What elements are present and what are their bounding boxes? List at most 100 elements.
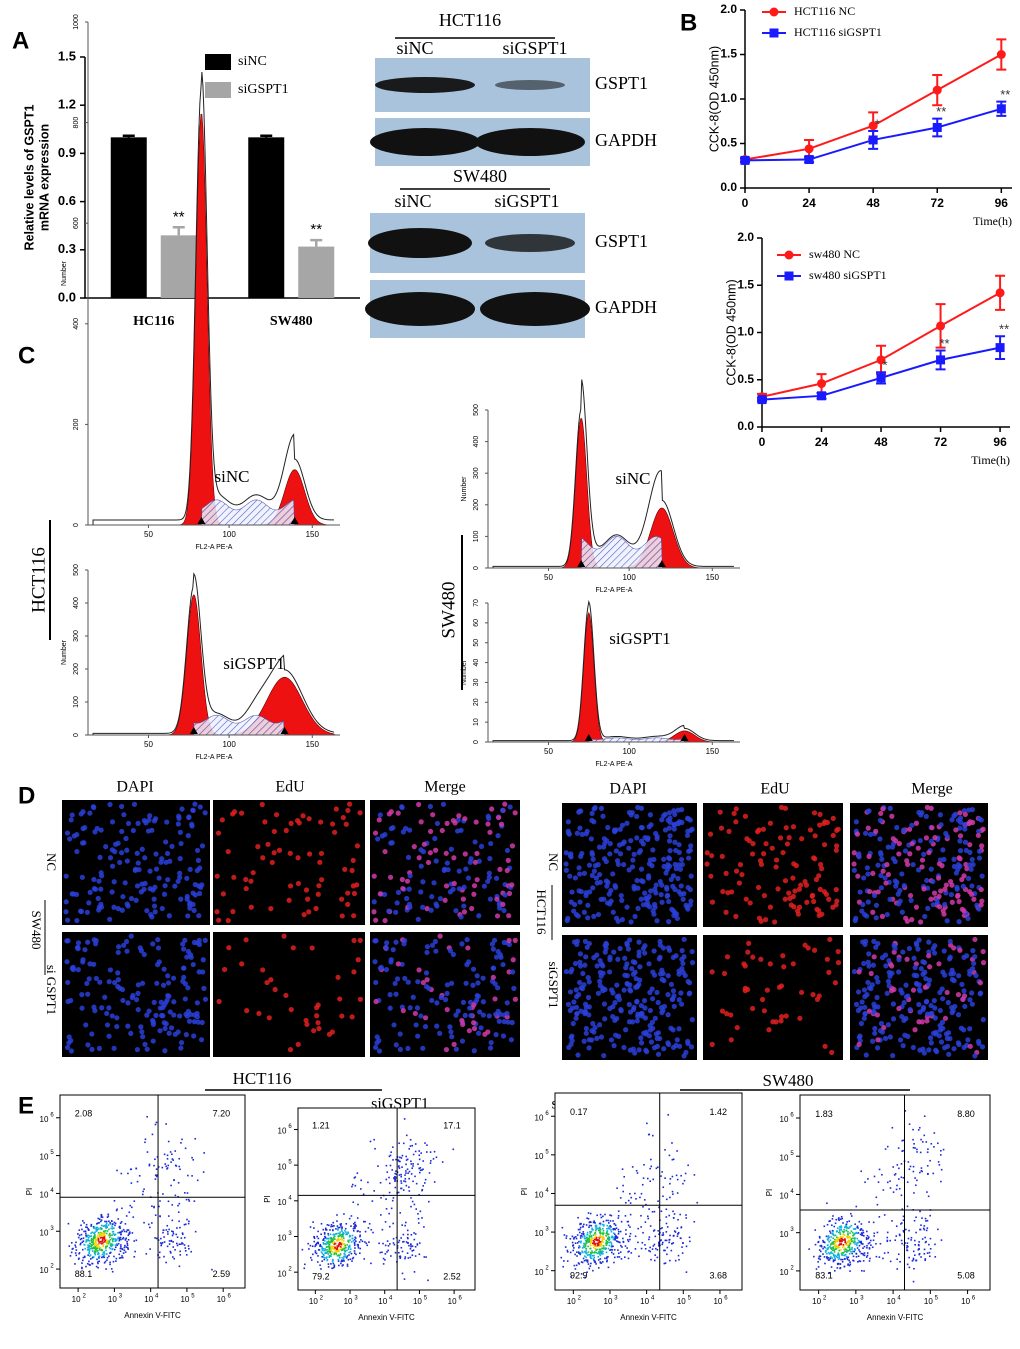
event — [91, 1256, 94, 1259]
event — [835, 1244, 837, 1246]
event — [405, 1170, 407, 1172]
event — [402, 1233, 405, 1236]
event — [361, 1240, 364, 1243]
event — [324, 1249, 327, 1251]
event — [599, 1223, 602, 1226]
event — [332, 1259, 334, 1262]
event — [329, 1250, 332, 1253]
event — [97, 1236, 100, 1239]
nucleus — [164, 850, 171, 857]
event — [160, 1242, 163, 1245]
nucleus — [432, 835, 438, 842]
event — [857, 1260, 859, 1263]
event — [90, 1245, 93, 1247]
nucleus — [462, 851, 468, 857]
nucleus — [953, 827, 959, 833]
event — [97, 1253, 99, 1256]
nucleus — [627, 1047, 633, 1053]
x-axis-label: Time(h) — [973, 214, 1012, 228]
nucleus — [835, 960, 842, 966]
nucleus — [867, 888, 873, 895]
nucleus — [610, 909, 616, 915]
event — [352, 1256, 355, 1259]
nucleus — [373, 998, 379, 1005]
nucleus — [931, 998, 937, 1004]
event — [336, 1214, 338, 1216]
event — [590, 1221, 592, 1224]
nucleus — [583, 954, 589, 960]
nucleus — [574, 1011, 580, 1017]
nucleus — [969, 883, 975, 889]
event — [676, 1192, 679, 1194]
event — [583, 1242, 585, 1245]
event — [341, 1230, 343, 1233]
event — [612, 1228, 615, 1230]
event — [602, 1215, 604, 1218]
x-tick-base: 10 — [180, 1295, 189, 1304]
event — [101, 1240, 103, 1243]
event — [351, 1260, 353, 1262]
event — [423, 1226, 425, 1228]
event — [112, 1260, 115, 1263]
event — [101, 1239, 104, 1241]
event — [598, 1250, 600, 1253]
event — [863, 1252, 866, 1254]
event — [841, 1252, 843, 1255]
event — [339, 1248, 342, 1251]
event — [859, 1233, 862, 1236]
event — [847, 1263, 849, 1266]
cell-line-label: HCT116 — [534, 889, 549, 935]
nucleus — [980, 1017, 986, 1023]
event — [83, 1230, 85, 1233]
event — [571, 1235, 574, 1238]
x-tick-label: 50 — [144, 740, 153, 749]
event — [838, 1217, 840, 1219]
y-tick-base: 10 — [535, 1268, 544, 1277]
nucleus — [476, 913, 482, 919]
nucleus — [980, 826, 986, 832]
nucleus — [504, 1000, 510, 1006]
nucleus — [916, 1001, 922, 1008]
nucleus — [202, 996, 209, 1002]
event — [370, 1262, 372, 1265]
y-tick-label: 0.0 — [720, 180, 737, 194]
event — [96, 1258, 98, 1261]
event — [895, 1235, 898, 1237]
nucleus — [912, 1027, 918, 1033]
nucleus — [577, 979, 583, 986]
nucleus — [179, 806, 185, 812]
nucleus — [897, 1037, 904, 1043]
nucleus — [973, 972, 979, 979]
nucleus — [937, 1007, 943, 1014]
event — [849, 1261, 851, 1264]
nucleus — [402, 937, 408, 944]
nucleus — [82, 947, 88, 953]
event — [865, 1237, 868, 1239]
event — [640, 1192, 643, 1195]
event — [862, 1260, 865, 1262]
event — [605, 1239, 608, 1242]
nucleus — [504, 867, 510, 874]
event — [661, 1243, 664, 1246]
nucleus — [938, 822, 944, 828]
event — [86, 1235, 89, 1238]
event — [119, 1247, 122, 1250]
nucleus — [144, 1012, 150, 1018]
event — [837, 1237, 839, 1239]
event — [677, 1218, 679, 1221]
nucleus — [488, 840, 494, 847]
nucleus — [509, 882, 515, 888]
event — [827, 1247, 830, 1249]
event — [837, 1218, 840, 1220]
event — [111, 1248, 114, 1251]
nucleus — [687, 990, 693, 996]
nucleus — [896, 901, 902, 907]
y-tick-base: 10 — [40, 1266, 49, 1275]
event — [592, 1244, 595, 1246]
nucleus — [65, 938, 71, 944]
event — [70, 1241, 73, 1244]
nucleus — [350, 857, 356, 864]
nucleus — [119, 828, 125, 835]
y-tick-label: 0 — [473, 740, 480, 744]
nucleus — [135, 982, 141, 988]
